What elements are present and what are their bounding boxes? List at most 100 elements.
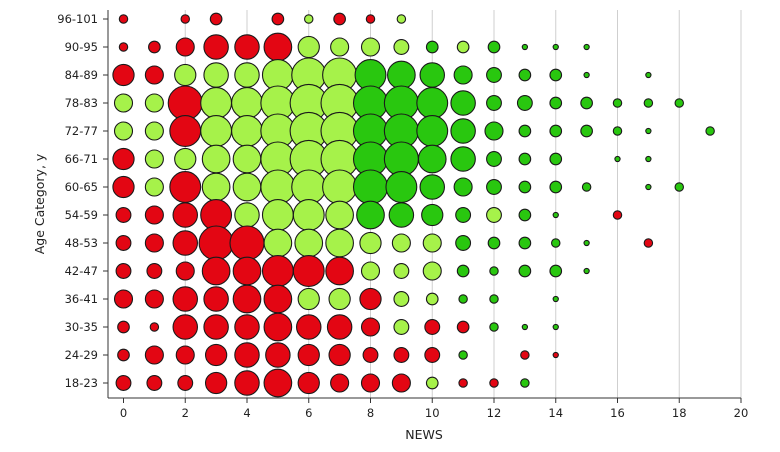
bubble-84-89-news-1 [144, 65, 164, 85]
bubble-36-41-news-3 [203, 286, 229, 312]
bubble-42-47-news-3 [201, 256, 231, 286]
bubble-84-89-news-15 [583, 71, 590, 79]
bubble-42-47-news-14 [549, 264, 563, 278]
bubble-42-47-news-8 [360, 261, 381, 281]
bubble-36-41-news-4 [232, 284, 262, 314]
bubble-18-23-news-13 [520, 378, 530, 388]
bubble-24-29-news-14 [552, 351, 559, 359]
bubble-60-65-news-14 [549, 180, 563, 194]
bubble-48-53-news-7 [325, 228, 354, 258]
bubble-36-41-news-1 [144, 289, 164, 309]
bubble-60-65-news-2 [169, 171, 202, 203]
bubble-96-101-news-5 [271, 12, 285, 26]
bubble-72-77-news-13 [518, 124, 532, 138]
bubble-84-89-news-11 [453, 65, 473, 85]
bubble-42-47-news-15 [583, 267, 590, 275]
bubble-60-65-news-9 [385, 171, 418, 203]
bubble-72-77-news-12 [484, 121, 504, 141]
bubble-84-89-news-14 [549, 68, 563, 82]
bubble-72-77-news-14 [549, 124, 563, 138]
bubble-18-23-news-1 [146, 375, 163, 391]
bubble-66-71-news-1 [144, 149, 164, 169]
bubble-90-95-news-6 [297, 35, 320, 59]
bubble-30-35-news-10 [424, 319, 441, 335]
bubble-66-71-news-14 [549, 152, 563, 166]
bubble-48-53-news-13 [518, 236, 532, 250]
bubble-90-95-news-5 [263, 32, 293, 62]
bubble-54-59-news-7 [325, 200, 354, 230]
bubble-78-83-news-16 [612, 98, 623, 108]
y-tick-label-36-41: 36-41 [65, 292, 98, 306]
bubble-54-59-news-13 [518, 208, 532, 222]
bubble-18-23-news-12 [489, 378, 499, 388]
bubble-30-35-news-13 [521, 323, 529, 331]
bubble-54-59-news-10 [421, 203, 444, 227]
bubble-66-71-news-17 [645, 155, 652, 163]
bubble-60-65-news-11 [453, 177, 473, 197]
bubble-66-71-news-10 [417, 144, 447, 174]
bubble-42-47-news-5 [261, 255, 294, 287]
bubble-84-89-news-4 [234, 62, 260, 88]
y-tick-label-66-71: 66-71 [65, 152, 98, 166]
bubble-60-65-news-7 [322, 169, 358, 205]
bubble-42-47-news-9 [393, 263, 410, 279]
bubble-54-59-news-9 [388, 202, 415, 228]
bubble-30-35-news-14 [552, 323, 559, 331]
x-tick-label-0: 0 [120, 406, 127, 420]
bubble-90-95-news-0 [118, 42, 129, 52]
bubble-72-77-news-1 [144, 121, 164, 141]
bubble-24-29-news-1 [144, 345, 164, 365]
bubble-84-89-news-0 [112, 63, 135, 87]
y-tick-label-18-23: 18-23 [65, 376, 98, 390]
bubble-24-29-news-2 [175, 345, 195, 365]
bubble-54-59-news-8 [356, 200, 385, 230]
bubble-90-95-news-15 [583, 43, 590, 51]
bubble-48-53-news-17 [643, 238, 654, 248]
y-tick-label-96-101: 96-101 [57, 12, 98, 26]
bubble-96-101-news-0 [118, 14, 129, 24]
bubble-78-83-news-2 [167, 85, 203, 121]
bubble-42-47-news-7 [325, 256, 354, 286]
bubble-48-53-news-2 [172, 230, 199, 256]
bubble-60-65-news-0 [112, 175, 135, 199]
bubble-18-23-news-10 [425, 376, 439, 390]
bubble-24-29-news-4 [234, 342, 260, 368]
bubble-78-83-news-10 [416, 87, 449, 119]
bubble-60-65-news-15 [581, 182, 592, 192]
bubble-66-71-news-11 [450, 146, 476, 172]
bubble-36-41-news-12 [489, 294, 499, 304]
bubble-90-95-news-12 [487, 40, 501, 54]
bubble-90-95-news-4 [234, 34, 260, 60]
bubble-30-35-news-9 [393, 319, 410, 335]
y-tick-label-72-77: 72-77 [65, 124, 98, 138]
bubble-72-77-news-16 [612, 126, 623, 136]
bubble-36-41-news-5 [263, 284, 293, 314]
bubble-90-95-news-3 [203, 34, 229, 60]
bubble-78-83-news-15 [580, 96, 593, 110]
bubble-84-89-news-10 [419, 62, 445, 88]
x-tick-label-14: 14 [548, 406, 563, 420]
bubble-78-83-news-4 [231, 87, 263, 119]
bubble-84-89-news-17 [645, 71, 652, 79]
y-tick-label-60-65: 60-65 [65, 180, 98, 194]
bubble-66-71-news-4 [232, 144, 262, 174]
bubble-36-41-news-14 [552, 295, 559, 303]
bubble-48-53-news-11 [455, 235, 472, 251]
bubble-24-29-news-8 [362, 347, 379, 363]
bubble-series [112, 12, 715, 398]
bubble-54-59-news-12 [486, 207, 502, 223]
bubble-60-65-news-13 [518, 180, 532, 194]
bubble-48-53-news-1 [144, 233, 164, 253]
bubble-54-59-news-14 [552, 211, 559, 219]
bubble-90-95-news-9 [393, 39, 410, 55]
y-axis-title: Age Category, y [32, 153, 47, 254]
bubble-18-23-news-3 [204, 371, 228, 395]
bubble-30-35-news-6 [295, 314, 322, 340]
bubble-60-65-news-4 [232, 172, 262, 202]
bubble-96-101-news-7 [333, 12, 346, 26]
bubble-18-23-news-2 [177, 375, 194, 391]
bubble-48-53-news-9 [391, 233, 411, 253]
bubble-78-83-news-0 [113, 93, 134, 113]
y-tick-label-24-29: 24-29 [65, 348, 98, 362]
